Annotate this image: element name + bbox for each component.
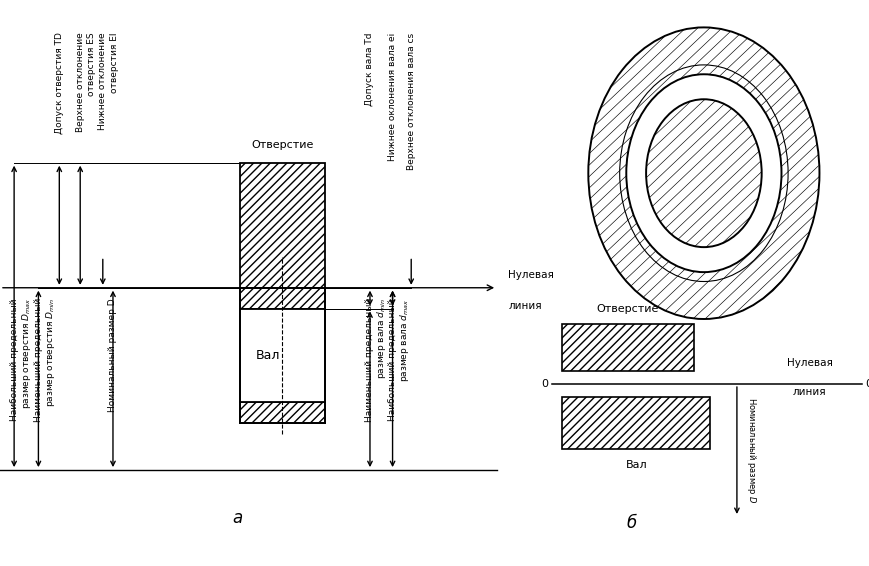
Text: Номинальный размер D: Номинальный размер D [109,298,117,412]
Text: Наименьший предельный: Наименьший предельный [366,298,375,422]
Text: размер вала $d_{min}$: размер вала $d_{min}$ [375,298,388,379]
Bar [240,402,325,423]
Text: Отверстие: Отверстие [597,304,659,314]
Text: Отверстие: Отверстие [251,140,314,150]
Bar [240,163,325,288]
Text: размер отверстия $D_{max}$: размер отверстия $D_{max}$ [20,298,33,409]
Bar [240,288,325,308]
Bar [562,324,694,371]
Text: Нулевая: Нулевая [508,270,554,280]
Text: размер вала $d_{max}$: размер вала $d_{max}$ [399,298,412,381]
Bar [240,288,325,308]
Text: Номинальный размер $D$: Номинальный размер $D$ [746,397,758,504]
Text: Нижнее отклонение: Нижнее отклонение [98,33,107,130]
Bar [562,324,694,371]
Text: Верхнее отклонение: Верхнее отклонение [76,33,84,132]
Text: Верхнее отклонения вала cs: Верхнее отклонения вала cs [407,33,415,170]
Text: Наименьший предельный: Наименьший предельный [34,298,43,422]
Text: линия: линия [508,301,542,311]
Text: отверстия ES: отверстия ES [87,33,96,96]
Bar [240,402,325,423]
Ellipse shape [646,99,761,247]
Text: размер отверстия $D_{min}$: размер отверстия $D_{min}$ [44,298,57,407]
Text: Допуск вала Td: Допуск вала Td [366,33,375,106]
Text: 0: 0 [541,379,548,389]
Ellipse shape [588,27,819,319]
Text: отверстия EI: отверстия EI [109,33,118,93]
Bar [562,397,711,449]
Text: линия: линия [793,387,826,397]
Ellipse shape [627,74,781,272]
Text: Нулевая: Нулевая [786,358,833,368]
Text: б: б [627,514,636,533]
Text: Наибольший предельный: Наибольший предельный [388,298,397,421]
Bar [240,308,325,402]
Bar [240,163,325,288]
Bar [562,397,711,449]
Text: Вал: Вал [256,349,281,362]
Text: 0: 0 [866,379,869,389]
Text: Нижнее оклонения вала ei: Нижнее оклонения вала ei [388,33,397,161]
Text: а: а [232,509,242,528]
Text: Допуск отверстия TD: Допуск отверстия TD [55,33,63,135]
Text: Наибольший предельный: Наибольший предельный [10,298,18,421]
Text: Вал: Вал [626,460,647,470]
